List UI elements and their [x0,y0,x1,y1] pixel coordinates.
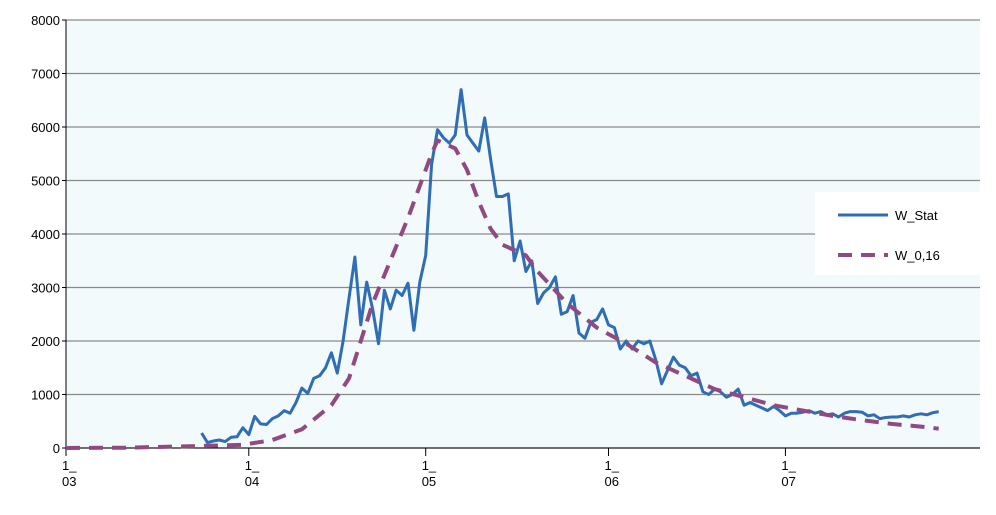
y-tick-label: 6000 [31,120,60,135]
x-tick-label: 05 [422,474,436,489]
series-line [65,138,939,450]
x-tick-label: 1_ [781,458,796,473]
y-tick-label: 4000 [31,227,60,242]
x-tick-label: 1_ [62,458,77,473]
x-tick-label: 06 [605,474,619,489]
y-tick-label: 8000 [31,13,60,28]
legend: W_Stat W_0,16 [815,192,980,275]
x-tick-label: 1_ [422,458,437,473]
y-tick-label: 7000 [31,67,60,82]
x-tick-label: 1_ [245,458,260,473]
legend-box [815,192,980,275]
y-tick-label: 3000 [31,281,60,296]
x-tick-label: 04 [245,474,259,489]
y-tick-label: 1000 [31,388,60,403]
y-tick-label: 2000 [31,334,60,349]
legend-label: W_0,16 [895,248,940,263]
y-tick-label: 0 [53,441,60,456]
x-tick-label: 1_ [605,458,620,473]
y-tick-label: 5000 [31,174,60,189]
legend-label: W_Stat [895,208,938,223]
series-line [200,88,939,445]
x-tick-label: 07 [781,474,795,489]
x-tick-label: 03 [62,474,76,489]
